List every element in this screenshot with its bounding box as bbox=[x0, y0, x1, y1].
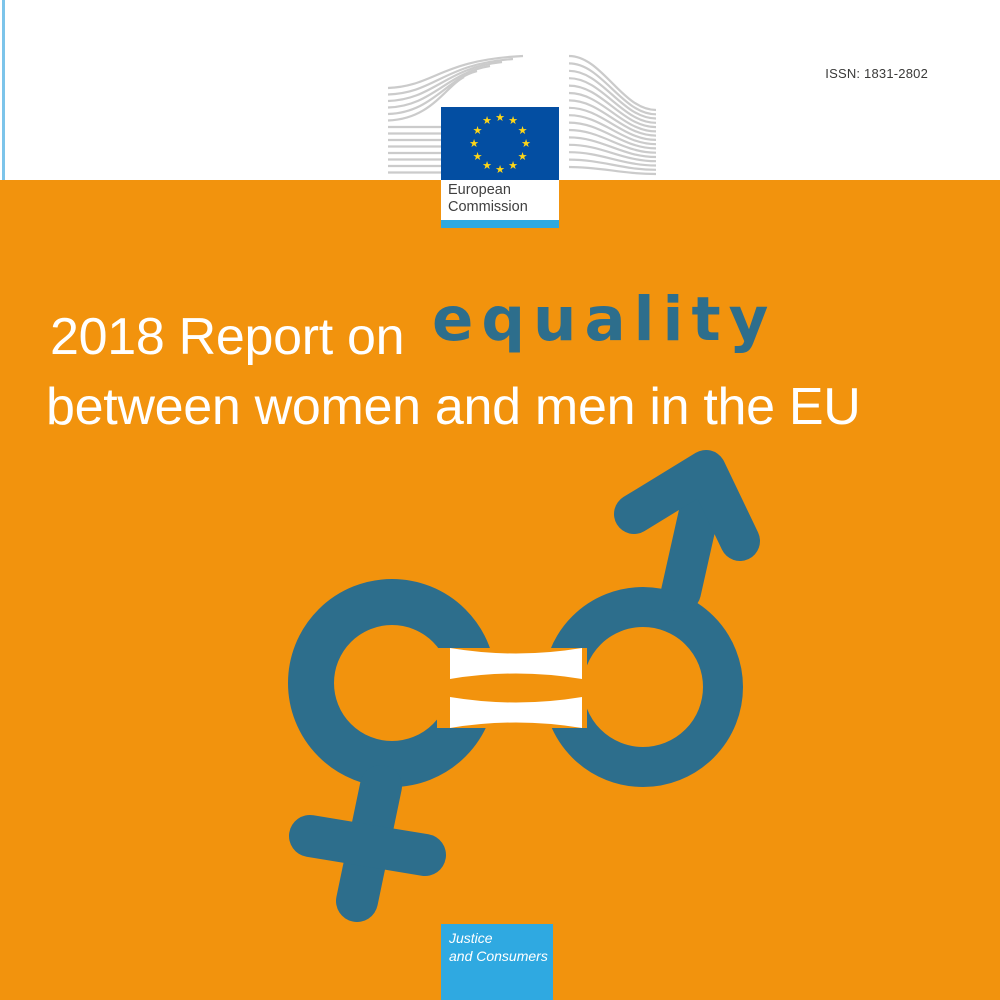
eu-star-icon: ★ bbox=[469, 137, 479, 150]
title-line2: between women and men in the EU bbox=[46, 378, 861, 436]
dg-label-box: Justice and Consumers bbox=[441, 924, 553, 1000]
eu-star-icon: ★ bbox=[472, 124, 483, 137]
eu-star-icon: ★ bbox=[495, 111, 505, 124]
ec-logo-text-line1: European bbox=[448, 182, 511, 198]
eu-star-icon: ★ bbox=[495, 163, 505, 176]
ec-logo-underline bbox=[441, 220, 559, 228]
eu-star-icon: ★ bbox=[472, 150, 483, 163]
eu-star-icon: ★ bbox=[521, 137, 531, 150]
issn-number: ISSN: 1831-2802 bbox=[825, 66, 928, 81]
eu-star-icon: ★ bbox=[517, 150, 528, 163]
eu-star-icon: ★ bbox=[482, 160, 492, 172]
left-edge-accent-stripe bbox=[2, 0, 5, 180]
title-lead: 2018 Report on bbox=[50, 308, 405, 366]
eu-flag: ★ ★ ★ ★ ★ ★ ★ ★ ★ ★ ★ ★ bbox=[441, 107, 559, 180]
dg-name-line1: Justice bbox=[449, 930, 493, 946]
ec-logo-text-line2: Commission bbox=[448, 199, 528, 215]
ec-logo-wordmark: European Commission bbox=[441, 180, 559, 220]
eu-star-icon: ★ bbox=[508, 160, 518, 172]
dg-name-line2: and Consumers bbox=[449, 948, 548, 964]
title-highlight: equality bbox=[432, 284, 777, 355]
eu-star-icon: ★ bbox=[508, 115, 518, 127]
eu-star-icon: ★ bbox=[482, 115, 492, 127]
eu-star-icon: ★ bbox=[517, 124, 528, 137]
